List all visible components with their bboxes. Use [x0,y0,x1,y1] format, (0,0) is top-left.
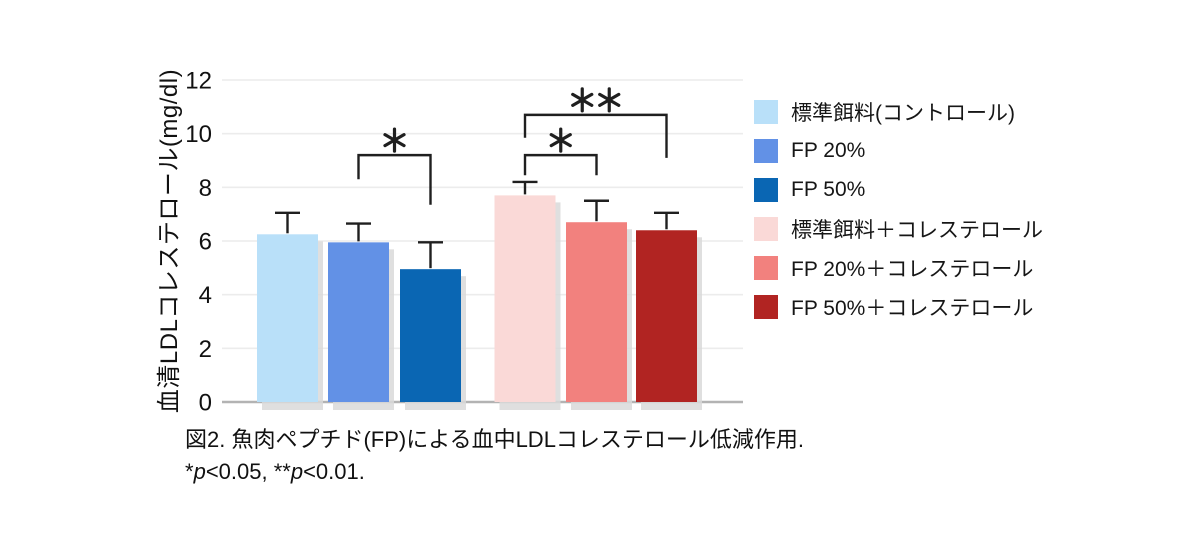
note-part: * [185,459,194,484]
significance-note: *p<0.05, **p<0.01. [185,456,804,488]
legend-item-5: FP 50%＋コレステロール [754,295,1043,320]
legend-swatch [754,295,778,319]
significance-star [598,92,621,107]
y-tick-label: 6 [199,229,212,256]
note-p-italic: p [193,459,206,484]
significance-bracket [523,153,598,176]
legend-label: FP 50% [791,178,866,201]
y-tick-label: 10 [185,121,212,148]
legend-label: FP 20%＋コレステロール [791,258,1034,281]
legend-item-4: FP 20%＋コレステロール [754,256,1043,281]
legend-swatch [754,100,778,124]
y-tick-label: 8 [199,175,212,202]
bar-3 [494,195,556,402]
figure-caption: 図2. 魚肉ペプチド(FP)による血中LDLコレステロール低減作用. [185,427,805,452]
significance-star [383,133,406,148]
caption-block: 図2. 魚肉ペプチド(FP)による血中LDLコレステロール低減作用. *p<0.… [185,424,804,488]
significance-bracket [523,113,668,158]
legend-item-3: 標準餌料＋コレステロール [754,217,1043,242]
legend-label: FP 20% [791,139,866,162]
note-p-italic: p [290,459,304,484]
bar-5 [636,230,697,402]
bar-4 [566,222,627,402]
legend-swatch [754,178,778,202]
legend-label: 標準餌料＋コレステロール [791,219,1043,242]
note-part: <0.05, ** [205,459,291,484]
bar-0 [257,234,318,402]
legend-swatch [754,217,778,241]
y-tick-label: 4 [199,282,212,309]
y-tick-label: 2 [199,336,212,363]
legend-swatch [754,256,778,280]
legend: 標準餌料(コントロール) FP 20% FP 50% 標準餌料＋コレステロール FP 2… [754,100,1043,320]
bar-1 [328,242,389,402]
significance-star [571,92,594,107]
significance-star [549,133,572,148]
legend-item-0: 標準餌料(コントロール) [754,100,1043,125]
legend-label: FP 50%＋コレステロール [791,297,1034,320]
legend-item-1: FP 20% [754,139,1043,163]
significance-bracket [357,153,432,205]
legend-label: 標準餌料(コントロール) [791,102,1015,125]
y-tick-label: 12 [185,68,212,95]
y-tick-label: 0 [199,390,212,417]
legend-item-2: FP 50% [754,178,1043,202]
y-axis-label: 血清LDLコレステロール(mg/dl) [156,68,183,414]
legend-swatch [754,139,778,163]
bar-2 [400,269,461,402]
note-part: <0.01. [303,459,365,484]
